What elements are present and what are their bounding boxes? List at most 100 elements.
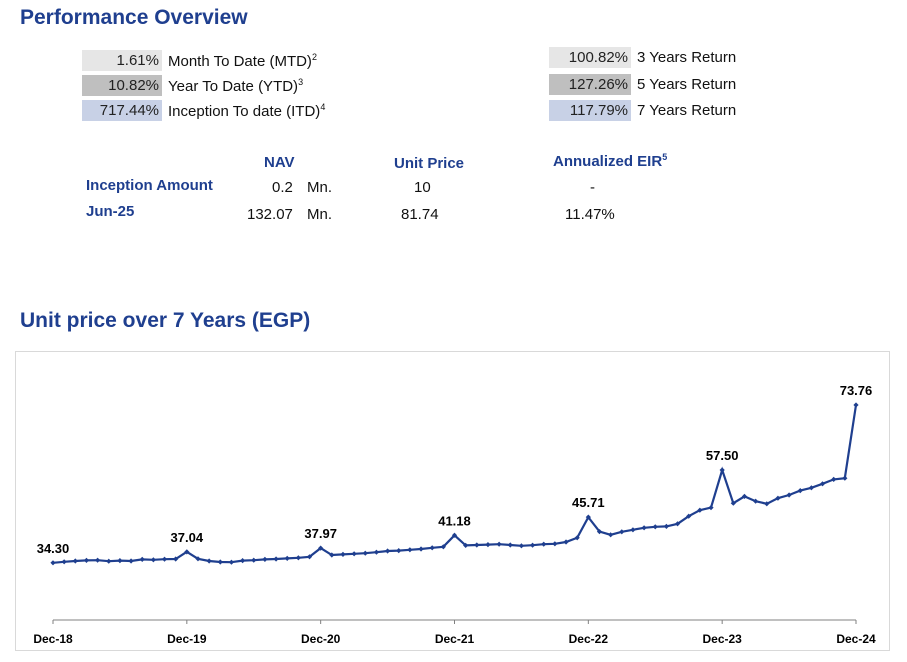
return-row-mtd: 1.61% Month To Date (MTD)2 bbox=[82, 50, 317, 71]
data-point bbox=[83, 557, 90, 563]
data-point bbox=[117, 558, 123, 564]
data-point bbox=[329, 552, 335, 558]
return-row-itd: 717.44% Inception To date (ITD)4 bbox=[82, 100, 325, 121]
mtd-value: 1.61% bbox=[82, 50, 162, 71]
data-label: 41.18 bbox=[438, 513, 471, 528]
data-point bbox=[284, 555, 290, 561]
itd-value: 717.44% bbox=[82, 100, 162, 121]
data-point bbox=[552, 541, 558, 547]
data-point bbox=[507, 542, 513, 548]
ytd-label-text: Year To Date (YTD) bbox=[168, 77, 299, 95]
data-point bbox=[529, 542, 536, 548]
data-point bbox=[429, 545, 435, 551]
return-row-ytd: 10.82% Year To Date (YTD)3 bbox=[82, 75, 303, 96]
data-point bbox=[574, 535, 580, 541]
row-label-jun25: Jun-25 bbox=[86, 203, 135, 220]
data-point bbox=[139, 556, 145, 562]
data-point bbox=[195, 556, 201, 562]
data-point bbox=[608, 532, 614, 538]
data-point bbox=[217, 559, 223, 565]
data-point bbox=[753, 498, 759, 504]
return-5y-label: 5 Years Return bbox=[637, 76, 737, 93]
unit-price-header: Unit Price bbox=[394, 155, 465, 172]
data-point bbox=[541, 541, 547, 547]
return-row-5y: 127.26% 5 Years Return bbox=[549, 74, 736, 95]
chart-title: Unit price over 7 Years (EGP) bbox=[20, 309, 311, 332]
eir-header-text: Annualized EIR bbox=[553, 153, 663, 170]
data-point bbox=[485, 542, 491, 548]
row-label-inception: Inception Amount bbox=[86, 177, 213, 194]
ytd-label: Year To Date (YTD)3 bbox=[168, 77, 303, 95]
data-point bbox=[239, 558, 246, 564]
mtd-label: Month To Date (MTD)2 bbox=[168, 52, 317, 70]
jun25-nav-unit: Mn. bbox=[307, 206, 333, 223]
data-point bbox=[674, 521, 681, 527]
performance-title: Performance Overview bbox=[20, 6, 248, 29]
data-point bbox=[764, 501, 770, 507]
data-label: 45.71 bbox=[572, 495, 605, 510]
x-tick-label: Dec-19 bbox=[167, 632, 207, 646]
data-point bbox=[128, 558, 134, 564]
data-point bbox=[730, 500, 736, 506]
data-point bbox=[853, 402, 859, 408]
mtd-footnote: 2 bbox=[311, 51, 317, 62]
ytd-footnote: 3 bbox=[298, 76, 304, 87]
data-point bbox=[451, 532, 458, 538]
itd-footnote: 4 bbox=[320, 101, 326, 112]
jun25-eir: 11.47% bbox=[565, 206, 615, 223]
data-point bbox=[251, 557, 257, 563]
data-point bbox=[396, 548, 402, 554]
data-point bbox=[351, 551, 357, 557]
data-label: 37.97 bbox=[304, 526, 337, 541]
inception-eir: - bbox=[590, 179, 595, 196]
data-point bbox=[384, 548, 391, 554]
data-point bbox=[173, 556, 179, 562]
x-tick-label: Dec-22 bbox=[569, 632, 609, 646]
itd-label: Inception To date (ITD)4 bbox=[168, 102, 325, 120]
data-point bbox=[340, 551, 346, 557]
data-point bbox=[295, 555, 301, 561]
data-point bbox=[474, 542, 480, 548]
data-point bbox=[206, 558, 212, 564]
data-point bbox=[775, 495, 781, 501]
x-tick-label: Dec-23 bbox=[702, 632, 742, 646]
data-point bbox=[318, 545, 324, 551]
x-tick-label: Dec-21 bbox=[435, 632, 475, 646]
chart-data-labels: 34.30 37.04 37.97 41.18 45.71 57.50 73.76 bbox=[37, 383, 873, 556]
data-point bbox=[61, 559, 67, 565]
data-point bbox=[663, 523, 670, 529]
data-point bbox=[786, 492, 792, 498]
data-point bbox=[808, 485, 814, 491]
data-point bbox=[228, 559, 235, 565]
data-point bbox=[842, 475, 848, 481]
data-point bbox=[161, 556, 168, 562]
data-point bbox=[630, 527, 636, 533]
data-point bbox=[563, 539, 569, 545]
data-point bbox=[407, 547, 413, 553]
inception-nav: 0.2 bbox=[272, 179, 293, 196]
data-point bbox=[418, 546, 424, 552]
return-5y-value: 127.26% bbox=[549, 74, 631, 95]
return-7y-label: 7 Years Return bbox=[637, 102, 737, 119]
chart-frame: 34.30 37.04 37.97 41.18 45.71 57.50 73.76 Dec-… bbox=[15, 351, 890, 651]
x-tick-label: Dec-20 bbox=[301, 632, 341, 646]
nav-header: NAV bbox=[264, 154, 295, 171]
data-point bbox=[262, 556, 268, 562]
data-point bbox=[719, 467, 725, 473]
data-point bbox=[619, 529, 625, 535]
chart-x-ticks: Dec-18 Dec-19 Dec-20 Dec-21 Dec-22 Dec-23 Dec-… bbox=[33, 620, 876, 646]
data-point bbox=[373, 549, 380, 555]
jun25-nav: 132.07 bbox=[247, 206, 293, 223]
x-tick-label: Dec-24 bbox=[836, 632, 876, 646]
data-point bbox=[686, 513, 692, 519]
data-point bbox=[273, 556, 279, 562]
data-point bbox=[95, 557, 101, 563]
data-point bbox=[708, 505, 714, 511]
data-label: 57.50 bbox=[706, 448, 739, 463]
x-tick-label: Dec-18 bbox=[33, 632, 73, 646]
ytd-value: 10.82% bbox=[82, 75, 162, 96]
data-label: 73.76 bbox=[840, 383, 873, 398]
return-row-7y: 117.79% 7 Years Return bbox=[549, 100, 736, 121]
mtd-label-text: Month To Date (MTD) bbox=[168, 52, 312, 70]
data-point bbox=[641, 525, 647, 531]
